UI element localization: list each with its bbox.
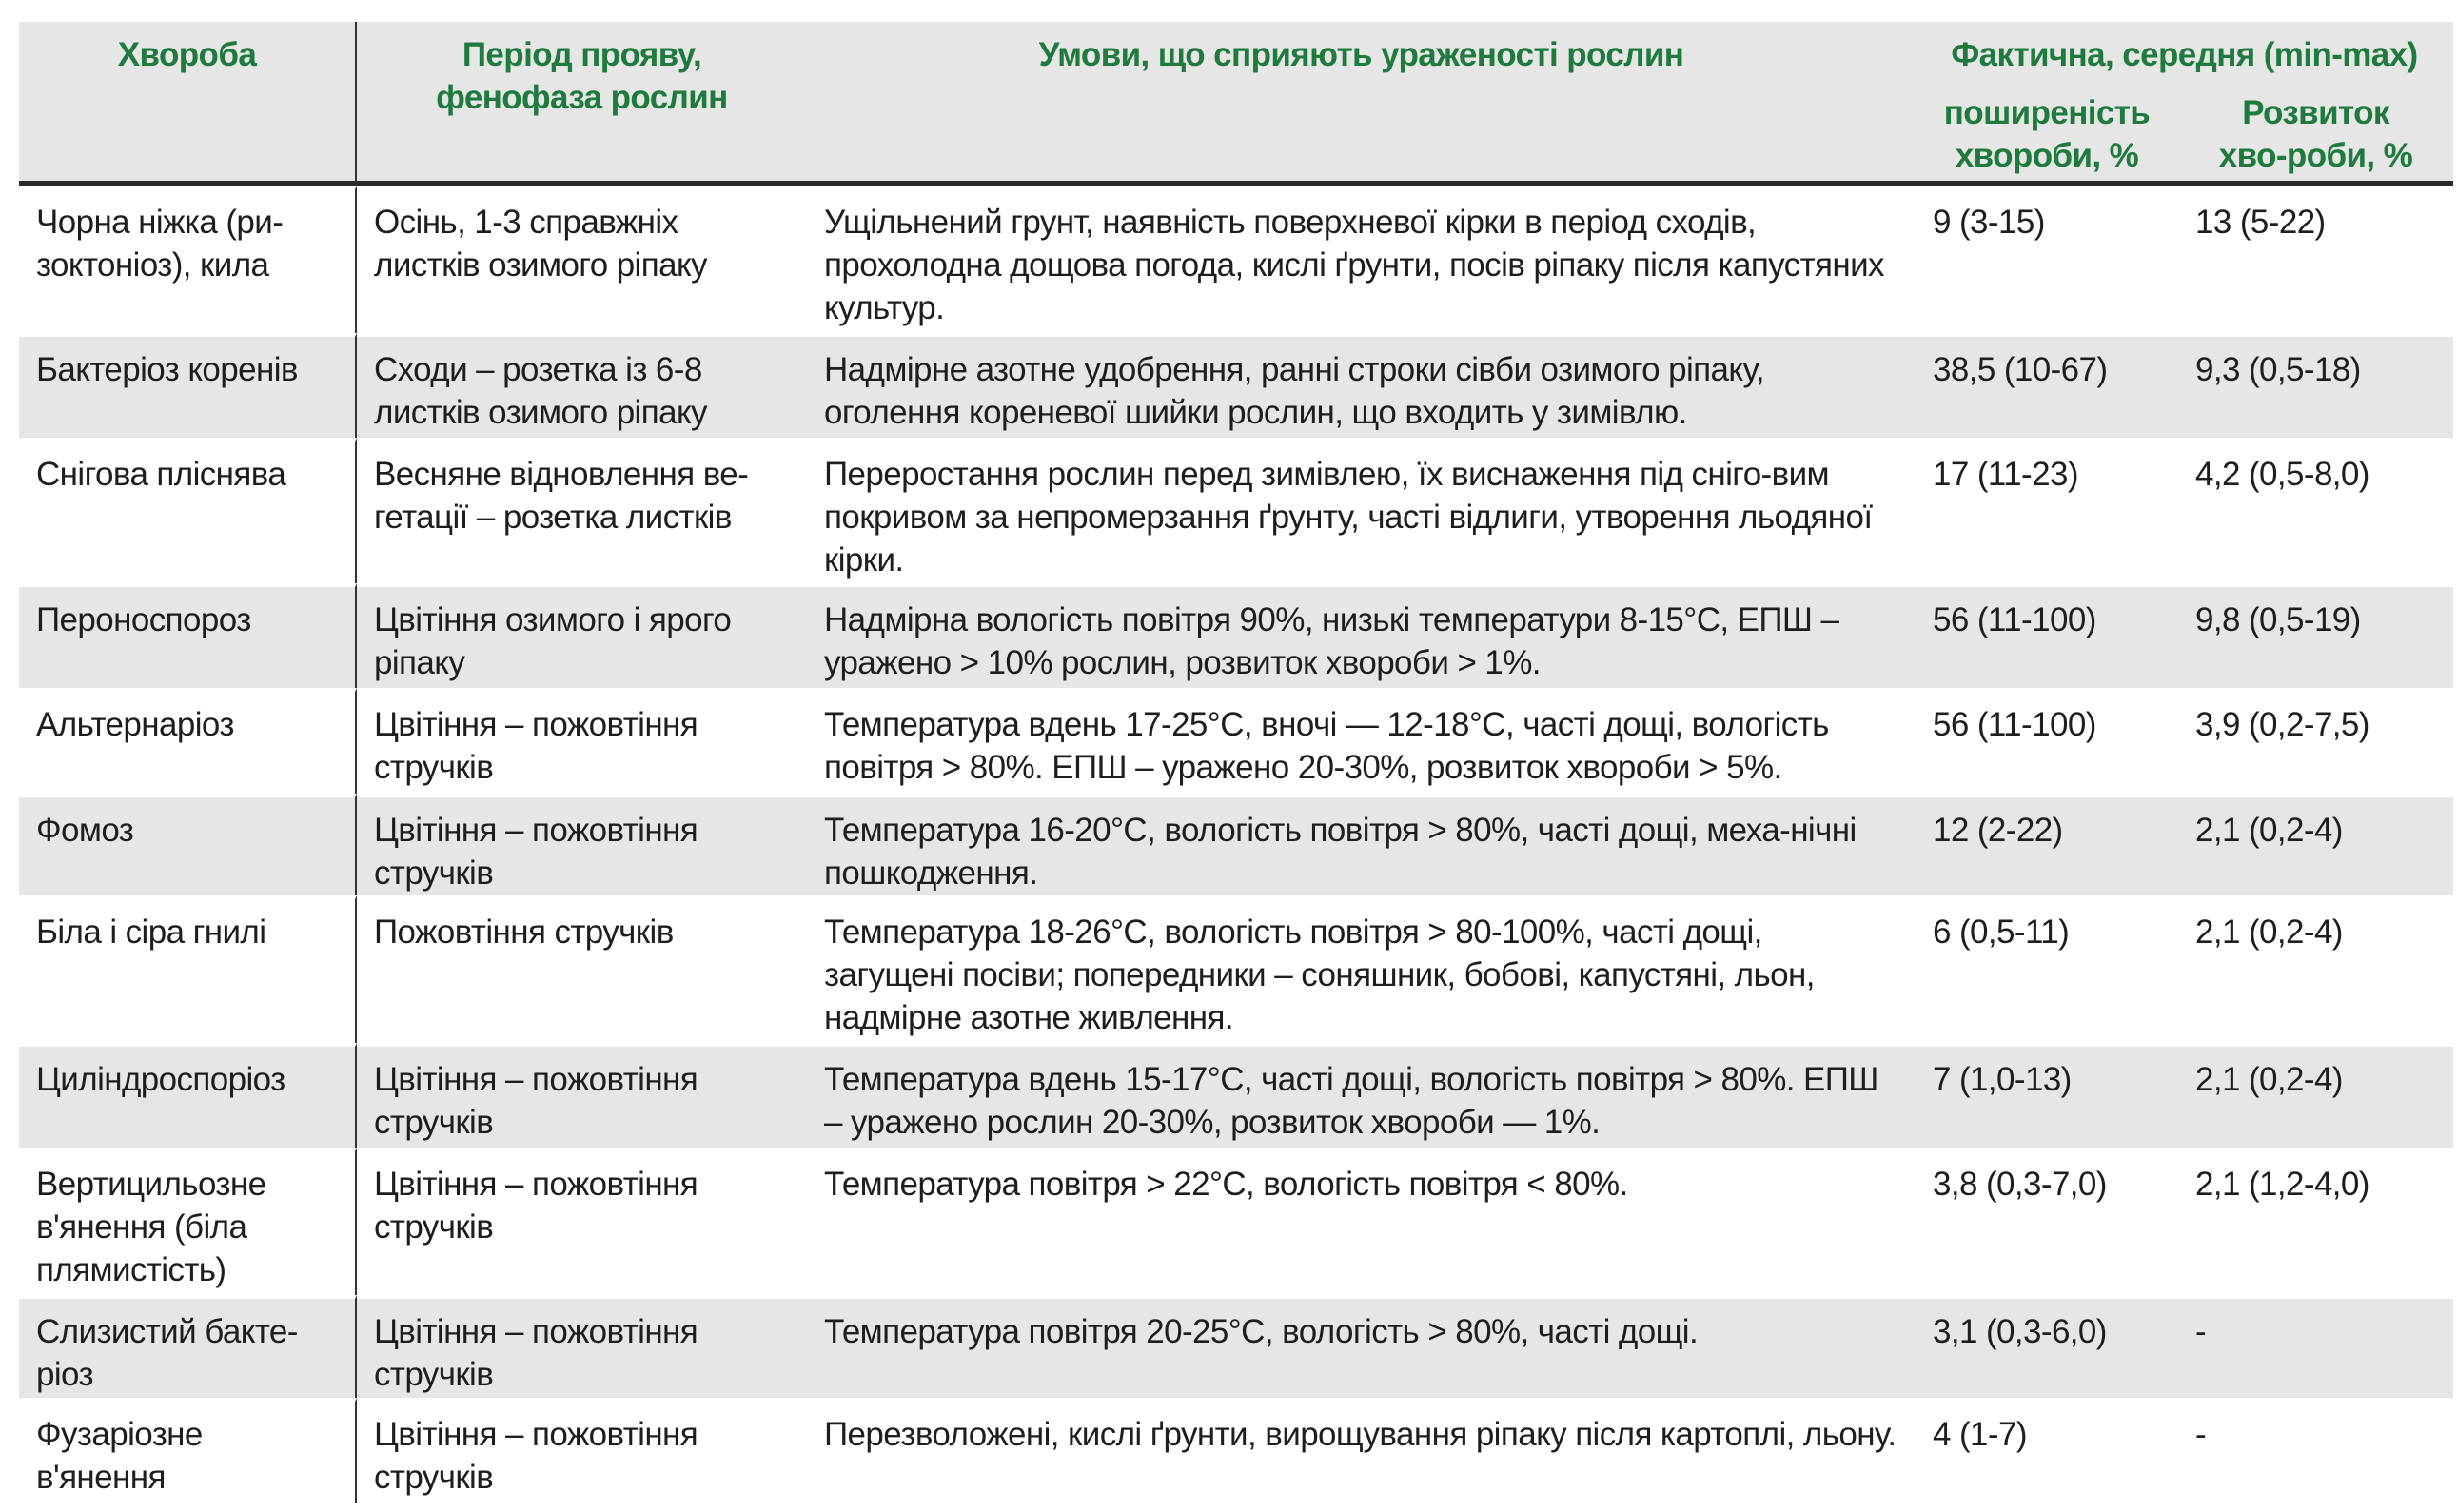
cell-development: 2,1 (0,2-4)	[2178, 794, 2453, 895]
cell-disease: Бактеріоз коренів	[19, 333, 357, 438]
cell-prevalence: 3,8 (0,3-7,0)	[1916, 1148, 2178, 1295]
cell-conditions: Переростання рослин перед зимівлею, їх в…	[807, 438, 1916, 583]
table-row: Фузаріозне в'янення Цвітіння – пожовтіння…	[19, 1398, 2453, 1503]
cell-development: 4,2 (0,5-8,0)	[2178, 438, 2453, 583]
table-row: Альтернаріоз Цвітіння – пожовтіння стручк…	[19, 688, 2453, 794]
cell-development: 13 (5-22)	[2178, 186, 2453, 333]
table-row: Бактеріоз коренів Сходи – розетка із 6-8 …	[19, 333, 2453, 438]
cell-disease: Циліндроспоріоз	[19, 1043, 357, 1148]
cell-conditions: Ущільнений грунт, наявність поверхневої …	[807, 186, 1916, 333]
cell-prevalence: 3,1 (0,3-6,0)	[1916, 1295, 2178, 1398]
table-row: Вертицильозне в'янення (біла плямистість…	[19, 1148, 2453, 1295]
cell-development: 2,1 (0,2-4)	[2178, 895, 2453, 1043]
table-row: Біла і сіра гнилі Пожовтіння стручків Темп…	[19, 895, 2453, 1043]
header-row: Хвороба Період прояву, фенофаза рослин У…	[19, 22, 2453, 186]
cell-prevalence: 17 (11-23)	[1916, 438, 2178, 583]
cell-disease: Слизистий бакте-ріоз	[19, 1295, 357, 1398]
cell-disease: Вертицильозне в'янення (біла плямистість…	[19, 1148, 357, 1295]
cell-period: Цвітіння – пожовтіння стручків	[357, 1043, 807, 1148]
cell-prevalence: 56 (11-100)	[1916, 688, 2178, 794]
table-row: Снігова пліснява Весняне відновлення ве-г…	[19, 438, 2453, 583]
cell-development: 9,8 (0,5-19)	[2178, 583, 2453, 688]
cell-conditions: Температура вдень 15-17°С, часті дощі, в…	[807, 1043, 1916, 1148]
cell-period: Осінь, 1-3 справжніх листків озимого ріп…	[357, 186, 807, 333]
cell-conditions: Надмірна вологість повітря 90%, низькі т…	[807, 583, 1916, 688]
table-row: Циліндроспоріоз Цвітіння – пожовтіння стр…	[19, 1043, 2453, 1148]
cell-disease: Пероноспороз	[19, 583, 357, 688]
header-prevalence: поширеність хвороби, %	[1916, 76, 2178, 186]
cell-disease: Чорна ніжка (ри-зоктоніоз), кила	[19, 186, 357, 333]
cell-period: Цвітіння – пожовтіння стручків	[357, 1398, 807, 1503]
cell-prevalence: 7 (1,0-13)	[1916, 1043, 2178, 1148]
header-disease: Хвороба	[19, 22, 357, 186]
cell-development: 9,3 (0,5-18)	[2178, 333, 2453, 438]
cell-period: Весняне відновлення ве-гетації – розетка…	[357, 438, 807, 583]
cell-development: -	[2178, 1398, 2453, 1503]
cell-development: 3,9 (0,2-7,5)	[2178, 688, 2453, 794]
cell-conditions: Надмірне азотне удобрення, ранні строки …	[807, 333, 1916, 438]
header-period: Період прояву, фенофаза рослин	[357, 22, 807, 186]
table-row: Фомоз Цвітіння – пожовтіння стручків Темпе…	[19, 794, 2453, 895]
cell-conditions: Температура повітря > 22°С, вологість по…	[807, 1148, 1916, 1295]
cell-period: Цвітіння – пожовтіння стручків	[357, 1295, 807, 1398]
cell-period: Сходи – розетка із 6-8 листків озимого р…	[357, 333, 807, 438]
cell-prevalence: 4 (1-7)	[1916, 1398, 2178, 1503]
cell-period: Цвітіння озимого і ярого ріпаку	[357, 583, 807, 688]
table-row: Слизистий бакте-ріоз Цвітіння – пожовтінн…	[19, 1295, 2453, 1398]
cell-conditions: Перезволожені, кислі ґрунти, вирощування…	[807, 1398, 1916, 1503]
cell-prevalence: 6 (0,5-11)	[1916, 895, 2178, 1043]
cell-development: 2,1 (0,2-4)	[2178, 1043, 2453, 1148]
cell-prevalence: 56 (11-100)	[1916, 583, 2178, 688]
header-subrow: поширеність хвороби, % Розвиток хво-роби…	[19, 76, 2453, 186]
cell-conditions: Температура 16-20°С, вологість повітря >…	[807, 794, 1916, 895]
cell-conditions: Температура вдень 17-25°С, вночі — 12-18…	[807, 688, 1916, 794]
cell-disease: Фомоз	[19, 794, 357, 895]
cell-conditions: Температура 18-26°С, вологість повітря >…	[807, 895, 1916, 1043]
table-row: Чорна ніжка (ри-зоктоніоз), кила Осінь, 1…	[19, 186, 2453, 333]
cell-disease: Альтернаріоз	[19, 688, 357, 794]
cell-disease: Снігова пліснява	[19, 438, 357, 583]
cell-conditions: Температура повітря 20-25°С, вологість >…	[807, 1295, 1916, 1398]
header-development: Розвиток хво-роби, %	[2178, 76, 2453, 186]
disease-table: Хвороба Період прояву, фенофаза рослин У…	[19, 22, 2453, 1503]
cell-period: Пожовтіння стручків	[357, 895, 807, 1043]
cell-prevalence: 38,5 (10-67)	[1916, 333, 2178, 438]
cell-disease: Біла і сіра гнилі	[19, 895, 357, 1043]
cell-disease: Фузаріозне в'янення	[19, 1398, 357, 1503]
cell-development: 2,1 (1,2-4,0)	[2178, 1148, 2453, 1295]
cell-period: Цвітіння – пожовтіння стручків	[357, 688, 807, 794]
cell-development: -	[2178, 1295, 2453, 1398]
cell-prevalence: 9 (3-15)	[1916, 186, 2178, 333]
header-conditions: Умови, що сприяють ураженості рослин	[807, 22, 1916, 186]
cell-period: Цвітіння – пожовтіння стручків	[357, 794, 807, 895]
cell-period: Цвітіння – пожовтіння стручків	[357, 1148, 807, 1295]
table-row: Пероноспороз Цвітіння озимого і ярого ріп…	[19, 583, 2453, 688]
header-actual: Фактична, середня (min-max)	[1916, 22, 2453, 76]
cell-prevalence: 12 (2-22)	[1916, 794, 2178, 895]
